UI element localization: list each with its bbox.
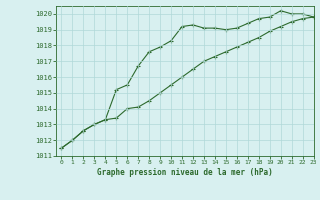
X-axis label: Graphe pression niveau de la mer (hPa): Graphe pression niveau de la mer (hPa)	[97, 168, 273, 177]
